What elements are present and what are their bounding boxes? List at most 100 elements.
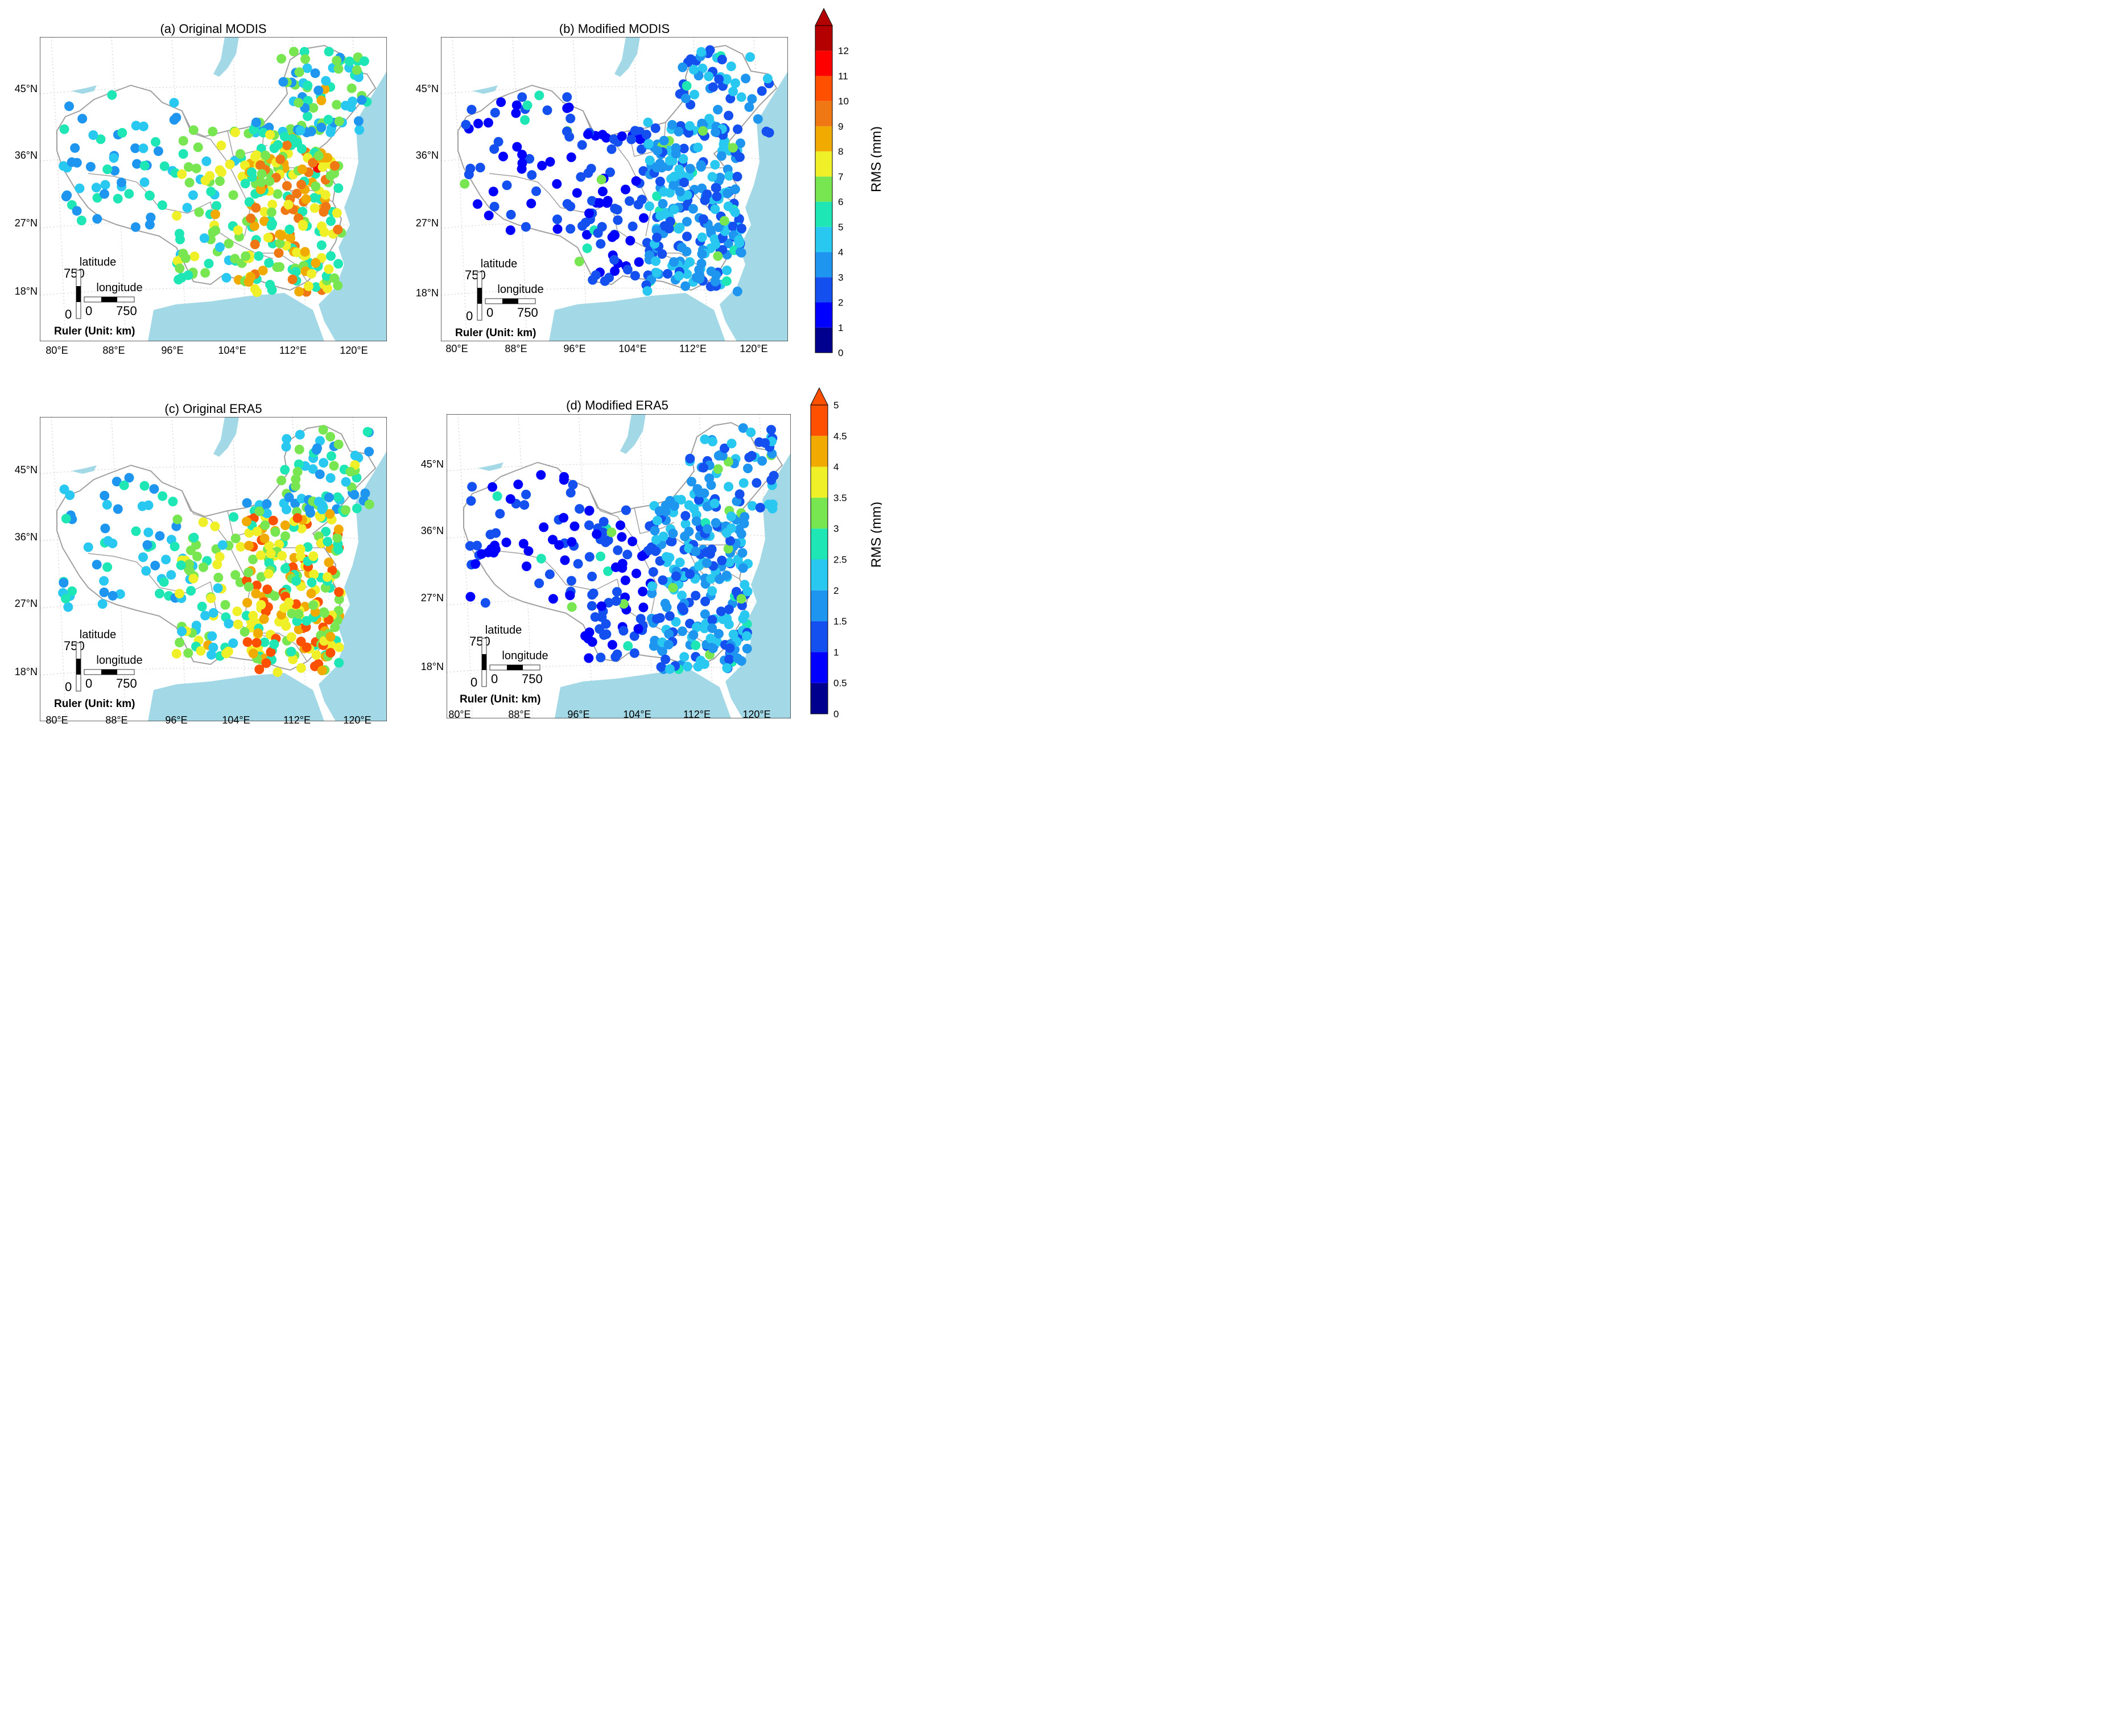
station-marker	[694, 265, 704, 275]
station-marker	[659, 136, 669, 146]
station-marker	[281, 621, 291, 631]
station-marker	[526, 199, 536, 208]
ruler-caption: Ruler (Unit: km)	[54, 698, 135, 710]
station-marker	[608, 640, 617, 650]
station-marker	[352, 65, 362, 75]
station-marker	[566, 224, 575, 234]
station-marker	[733, 654, 742, 663]
station-marker	[307, 578, 316, 588]
station-marker	[345, 56, 354, 66]
station-marker	[314, 151, 324, 160]
station-marker	[663, 269, 672, 279]
station-marker	[738, 548, 748, 558]
station-marker	[325, 127, 335, 137]
station-marker	[495, 509, 505, 519]
ruler-lat-label: latitude	[481, 258, 518, 270]
station-marker	[209, 608, 218, 618]
colorbar-tick-label: 8	[838, 146, 843, 157]
station-marker	[680, 282, 690, 291]
station-marker	[612, 596, 621, 606]
station-marker	[596, 652, 605, 662]
station-marker	[323, 153, 332, 163]
station-marker	[270, 143, 279, 153]
station-marker	[498, 152, 508, 162]
lon-label: 120°E	[740, 343, 767, 354]
station-marker	[230, 254, 240, 263]
station-marker	[324, 47, 334, 56]
station-marker	[722, 266, 732, 275]
station-marker	[88, 130, 98, 140]
ruler-lon-label: longitude	[497, 283, 543, 296]
station-marker	[697, 233, 707, 242]
station-marker	[652, 163, 662, 172]
station-marker	[700, 597, 710, 606]
station-marker	[354, 116, 364, 126]
colorbar-tick-label: 9	[838, 121, 843, 132]
colorbar-segment	[815, 101, 832, 126]
station-marker	[260, 534, 270, 543]
ruler-lat-segment	[477, 288, 482, 304]
station-marker	[332, 100, 341, 110]
station-marker	[215, 166, 225, 175]
ruler-lon-label: longitude	[502, 650, 548, 662]
station-marker	[100, 588, 109, 597]
station-marker	[233, 619, 243, 629]
station-marker	[150, 561, 160, 571]
station-marker	[626, 135, 636, 144]
station-marker	[332, 56, 341, 65]
station-marker	[100, 189, 109, 199]
station-marker	[489, 144, 499, 154]
station-marker	[649, 567, 658, 577]
station-marker	[285, 225, 295, 234]
station-marker	[154, 146, 163, 156]
station-marker	[321, 202, 331, 212]
station-marker	[734, 235, 744, 245]
lon-label: 96°E	[165, 714, 187, 726]
map-body	[447, 414, 794, 727]
station-marker	[334, 658, 344, 668]
station-marker	[62, 191, 72, 200]
station-marker	[567, 152, 576, 162]
station-marker	[291, 576, 301, 586]
station-marker	[662, 552, 671, 562]
ruler-lat-max: 750	[64, 266, 85, 280]
station-marker	[92, 183, 101, 192]
station-marker	[330, 161, 340, 171]
station-marker	[242, 516, 251, 526]
station-marker	[107, 90, 117, 100]
station-marker	[294, 287, 304, 296]
station-marker	[517, 92, 527, 102]
station-marker	[61, 594, 71, 604]
station-marker	[584, 654, 593, 663]
station-marker	[251, 118, 261, 127]
station-marker	[675, 223, 685, 233]
station-marker	[639, 213, 649, 223]
station-marker	[559, 475, 569, 485]
station-marker	[189, 125, 199, 135]
station-marker	[625, 196, 634, 206]
station-marker	[155, 589, 164, 598]
station-marker	[727, 439, 737, 448]
station-marker	[77, 216, 86, 225]
colorbar-segment	[815, 76, 832, 101]
station-marker	[267, 221, 276, 230]
station-marker	[465, 164, 475, 173]
station-marker	[207, 650, 216, 660]
station-marker	[324, 493, 334, 502]
station-marker	[131, 526, 141, 536]
station-marker	[255, 507, 265, 516]
station-marker	[59, 578, 68, 588]
station-marker	[323, 572, 332, 582]
station-marker	[623, 641, 633, 651]
station-marker	[686, 164, 695, 173]
station-marker	[536, 470, 546, 480]
station-marker	[108, 591, 118, 601]
station-marker	[743, 464, 753, 473]
station-marker	[704, 72, 713, 81]
station-marker	[246, 272, 255, 282]
station-marker	[354, 125, 364, 135]
station-marker	[697, 249, 707, 259]
station-marker	[260, 520, 270, 530]
lat-label: 18°N	[15, 666, 38, 677]
station-marker	[155, 531, 164, 541]
